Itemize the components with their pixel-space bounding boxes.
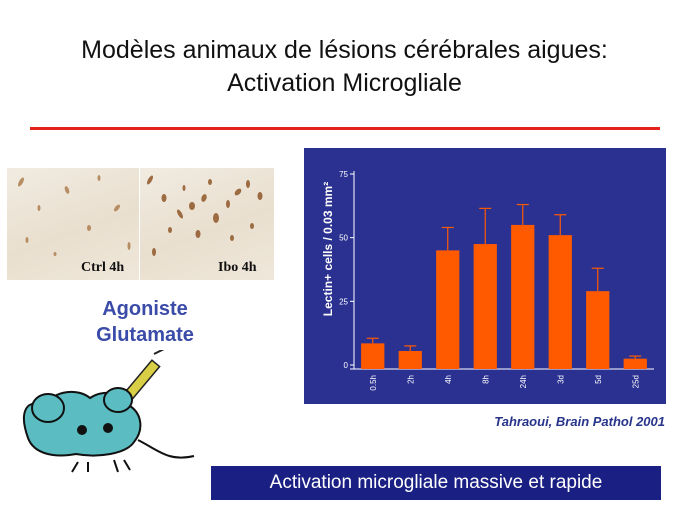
micrograph-ibo-texture <box>146 175 263 256</box>
agonist-label: Agoniste Glutamate <box>60 296 230 348</box>
x-tick-label: 8h <box>481 375 490 384</box>
x-tick-label: 0.5h <box>369 375 378 391</box>
bar <box>511 224 535 369</box>
slide-title-line-2: Activation Microgliale <box>227 69 462 97</box>
x-tick-label: 2h <box>406 375 415 384</box>
citation: Tahraoui, Brain Pathol 2001 <box>494 414 665 429</box>
micrograph-ibo-label: Ibo 4h <box>218 260 257 275</box>
lectin-bar-chart: Lectin+ cells / 0.03 mm² 0 25 50 75 0.5h 2h 4h… <box>321 170 654 391</box>
bar <box>361 343 385 369</box>
slide-title: Modèles animaux de lésions cérébrales ai… <box>0 34 689 100</box>
chart-panel: Lectin+ cells / 0.03 mm² 0 25 50 75 0.5h 2h 4h… <box>304 148 666 404</box>
bar <box>623 358 647 369</box>
x-tick-label: 4h <box>444 375 453 384</box>
slide-title-line-1: Modèles animaux de lésions cérébrales ai… <box>81 36 608 64</box>
bar <box>398 350 422 369</box>
bar <box>586 291 610 369</box>
x-tick-label: 3d <box>556 375 565 384</box>
y-tick-label: 0 <box>344 361 349 370</box>
y-axis-label: Lectin+ cells / 0.03 mm² <box>321 182 335 316</box>
agonist-line-1: Agoniste <box>102 298 188 320</box>
y-tick-label: 25 <box>339 297 348 306</box>
bar <box>473 244 497 369</box>
bar <box>548 235 572 369</box>
title-divider <box>30 127 660 130</box>
bar <box>436 250 460 369</box>
mouse-icon <box>23 387 195 473</box>
micrograph-ibo: Ibo 4h <box>140 168 274 280</box>
x-tick-label: 25d <box>631 375 640 388</box>
conclusion-banner: Activation microgliale massive et rapide <box>211 466 661 500</box>
x-tick-label: 24h <box>519 375 528 388</box>
micrograph-ctrl: Ctrl 4h <box>7 168 139 280</box>
x-tick-label: 5d <box>594 375 603 384</box>
micrograph-ctrl-texture <box>17 175 131 256</box>
micrograph-ctrl-label: Ctrl 4h <box>81 260 125 275</box>
y-tick-label: 75 <box>339 170 348 179</box>
mouse-syringe-illustration <box>23 350 195 473</box>
agonist-line-2: Glutamate <box>96 324 194 346</box>
y-tick-label: 50 <box>339 234 348 243</box>
